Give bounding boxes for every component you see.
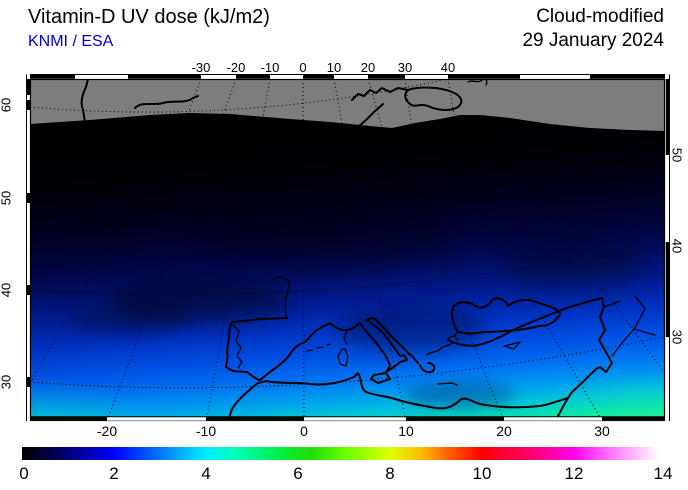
graticule-nodata bbox=[30, 79, 455, 128]
uv-dose-map bbox=[30, 79, 665, 421]
colorbar-tick-12: 12 bbox=[564, 464, 584, 483]
mode-label: Cloud-modified bbox=[536, 6, 664, 27]
nodata-region bbox=[30, 79, 665, 131]
bottom-tick--10: -10 bbox=[195, 423, 217, 439]
colorbar-tick-8: 8 bbox=[385, 464, 395, 483]
bottom-tick--20: -20 bbox=[96, 423, 118, 439]
date-label: 29 January 2024 bbox=[522, 30, 664, 51]
colorbar-tick-4: 4 bbox=[201, 464, 211, 483]
colorbar-tick-14: 14 bbox=[653, 464, 673, 483]
coastlines bbox=[80, 79, 656, 421]
top-tick-0: 0 bbox=[299, 60, 307, 75]
bottom-tick-30: 30 bbox=[594, 423, 610, 439]
bottom-tick-10: 10 bbox=[398, 423, 414, 439]
colorbar-tick-0: 0 bbox=[19, 464, 29, 483]
colorbar-tick-2: 2 bbox=[109, 464, 119, 483]
top-tick-20: 20 bbox=[360, 60, 376, 75]
top-tick-30: 30 bbox=[397, 60, 413, 75]
colorbar-tick-10: 10 bbox=[472, 464, 492, 483]
org-label: KNMI / ESA bbox=[28, 33, 114, 50]
top-tick-10: 10 bbox=[326, 60, 342, 75]
top-tick-40: 40 bbox=[440, 60, 456, 75]
colorbar-tick-6: 6 bbox=[293, 464, 303, 483]
colorbar bbox=[22, 447, 666, 460]
top-tick--10: -10 bbox=[260, 60, 280, 75]
map-overlay-graphics bbox=[30, 79, 665, 421]
bottom-tick-20: 20 bbox=[496, 423, 512, 439]
page-title: Vitamin-D UV dose (kJ/m2) bbox=[28, 6, 270, 28]
bottom-tick-0: 0 bbox=[300, 423, 308, 439]
top-tick--30: -30 bbox=[191, 60, 211, 75]
top-tick--20: -20 bbox=[226, 60, 246, 75]
